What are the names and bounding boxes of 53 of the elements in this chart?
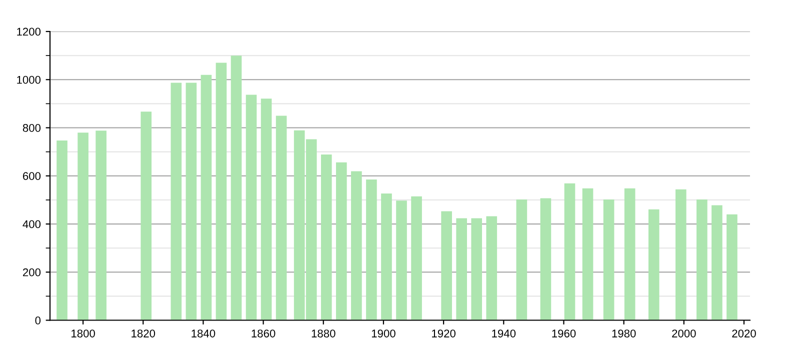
- bar: [320, 154, 332, 320]
- x-tick-label: 1980: [612, 330, 636, 338]
- y-tick-label: 1000: [17, 76, 41, 84]
- x-tick-label: 2000: [672, 330, 696, 338]
- x-tick-label: 1860: [252, 330, 276, 338]
- bar: [260, 98, 272, 320]
- bar: [712, 205, 722, 320]
- bar: [516, 199, 528, 320]
- bar: [246, 94, 257, 320]
- x-tick-label: 1880: [312, 330, 336, 338]
- bar: [624, 188, 636, 320]
- bar: [396, 200, 407, 320]
- x-tick-label: 1960: [552, 330, 576, 338]
- bar: [351, 171, 362, 320]
- bar: [486, 216, 498, 320]
- bar: [200, 74, 212, 320]
- bar: [603, 199, 614, 320]
- x-tick-label: 1900: [372, 330, 396, 338]
- y-tick-label: 0: [35, 316, 41, 324]
- bar: [186, 82, 197, 320]
- x-tick-label: 1820: [132, 330, 156, 338]
- bar: [230, 56, 242, 320]
- y-tick-label: 400: [22, 220, 41, 228]
- y-tick-label: 1200: [17, 28, 41, 36]
- bar: [78, 132, 88, 320]
- x-tick-label: 1920: [432, 330, 456, 338]
- x-tick-label: 2020: [732, 330, 756, 338]
- bar: [411, 196, 422, 320]
- bar: [276, 116, 287, 320]
- bar: [726, 214, 738, 320]
- y-tick-label: 200: [22, 268, 41, 276]
- bar: [675, 189, 686, 320]
- bar: [336, 162, 347, 320]
- y-tick-label: 800: [22, 124, 41, 132]
- bar: [381, 193, 392, 320]
- bar: [96, 130, 106, 320]
- bar: [582, 188, 594, 320]
- x-tick-label: 1840: [192, 330, 216, 338]
- bar: [471, 218, 482, 320]
- y-tick-label: 600: [23, 172, 41, 180]
- bar: [56, 140, 68, 320]
- bar: [441, 211, 452, 320]
- bar: [140, 112, 152, 320]
- bar: [540, 198, 552, 320]
- bar: [648, 209, 660, 320]
- bar: [564, 183, 576, 320]
- bar: [456, 218, 467, 320]
- bar: [696, 199, 708, 320]
- x-tick-label: 1800: [72, 330, 95, 338]
- bar: [170, 82, 182, 320]
- bar: [366, 179, 377, 320]
- x-tick-label: 1940: [492, 330, 516, 338]
- bar: [216, 62, 227, 320]
